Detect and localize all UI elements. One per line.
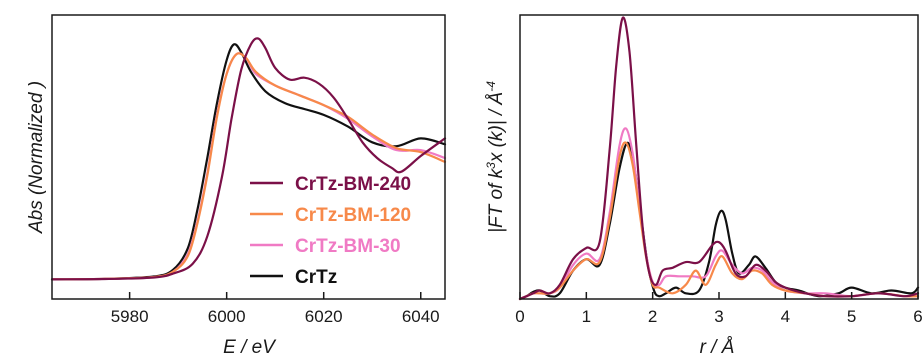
xanes-legend: CrTz-BM-240 CrTz-BM-120 CrTz-BM-30 CrTz bbox=[250, 174, 411, 288]
legend-entry-crtz-bm-30: CrTz-BM-30 bbox=[250, 236, 401, 257]
exafs-x-tick-label: 5 bbox=[847, 307, 856, 326]
xanes-series-crtz bbox=[50, 43, 447, 281]
xanes-x-tick-label: 6020 bbox=[305, 307, 343, 326]
exafs-x-tick-label: 6 bbox=[913, 307, 922, 326]
xanes-x-tick-label: 6040 bbox=[402, 307, 440, 326]
exafs-x-tick-label: 2 bbox=[648, 307, 657, 326]
legend-entry-crtz: CrTz bbox=[250, 267, 337, 288]
xanes-plot-frame bbox=[51, 14, 446, 300]
legend-label-crtz-bm-120: CrTz-BM-120 bbox=[295, 205, 411, 226]
xanes-x-axis-label: E / eV bbox=[223, 337, 277, 358]
xanes-x-tick-label: 6000 bbox=[208, 307, 246, 326]
exafs-series-group bbox=[518, 16, 920, 301]
exafs-x-ticks: 0 1 2 3 4 5 6 bbox=[515, 292, 922, 326]
xanes-series-crtz-bm-120 bbox=[50, 52, 447, 281]
legend-label-crtz: CrTz bbox=[295, 267, 337, 288]
exafs-x-tick-label: 4 bbox=[781, 307, 790, 326]
exafs-x-tick-label: 3 bbox=[714, 307, 723, 326]
panel-xanes: 5980 6000 6020 6040 E / eV Abs (Normalized … bbox=[26, 14, 447, 358]
legend-entry-crtz-bm-120: CrTz-BM-120 bbox=[250, 205, 411, 226]
panel-exafs: 0 1 2 3 4 5 6 r / Å |FT of k3x (k)| / Å-4 bbox=[484, 14, 922, 358]
legend-label-crtz-bm-240: CrTz-BM-240 bbox=[295, 174, 411, 195]
exafs-x-axis-label: r / Å bbox=[700, 337, 735, 358]
legend-entry-crtz-bm-240: CrTz-BM-240 bbox=[250, 174, 411, 195]
xanes-series-group bbox=[50, 37, 447, 281]
exafs-series-crtz-bm-120 bbox=[518, 141, 920, 301]
xanes-series-crtz-bm-240 bbox=[50, 37, 447, 281]
xanes-x-ticks: 5980 6000 6020 6040 bbox=[111, 292, 440, 326]
exafs-y-axis-label: |FT of k3x (k)| / Å-4 bbox=[484, 81, 507, 233]
xanes-y-axis-label: Abs (Normalized ) bbox=[26, 81, 47, 234]
exafs-series-crtz-bm-240 bbox=[518, 16, 920, 301]
exafs-series-crtz bbox=[518, 141, 920, 301]
legend-label-crtz-bm-30: CrTz-BM-30 bbox=[295, 236, 401, 257]
xanes-x-tick-label: 5980 bbox=[111, 307, 149, 326]
exafs-x-tick-label: 1 bbox=[582, 307, 591, 326]
exafs-x-tick-label: 0 bbox=[515, 307, 524, 326]
